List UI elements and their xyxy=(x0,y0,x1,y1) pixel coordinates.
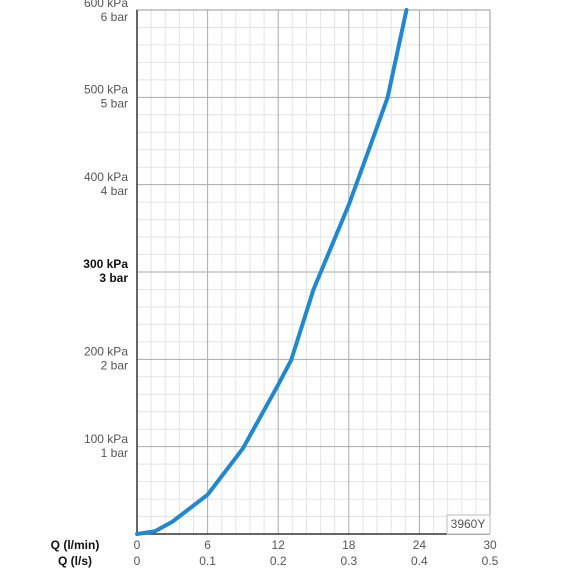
grid xyxy=(136,9,491,535)
y-tick-label: 100 kPa xyxy=(84,432,128,446)
x-tick-label: 24 xyxy=(413,538,427,552)
x-tick-label: 18 xyxy=(342,538,356,552)
x-tick-label: 6 xyxy=(204,538,211,552)
x2-tick-label: 0.2 xyxy=(270,554,287,568)
y-tick-label: 500 kPa xyxy=(84,83,128,97)
y-tick-label: 4 bar xyxy=(101,184,128,198)
x-tick-label: 0 xyxy=(134,538,141,552)
x2-tick-label: 0.4 xyxy=(411,554,428,568)
marks xyxy=(135,8,409,536)
y-tick-label: 300 kPa xyxy=(83,257,128,271)
x2-tick-label: 0.1 xyxy=(199,554,216,568)
curve xyxy=(135,8,409,536)
y-tick-label: 600 kPa xyxy=(84,0,128,10)
x-tick-label: 30 xyxy=(483,538,497,552)
y-tick-label: 2 bar xyxy=(101,359,128,373)
y-tick-label: 6 bar xyxy=(101,10,128,24)
annotation: 3960Y xyxy=(451,517,486,531)
x2-tick-label: 0 xyxy=(134,554,141,568)
y-tick-label: 5 bar xyxy=(101,97,128,111)
x2-axis-label: Q (l/s) xyxy=(58,554,92,568)
x2-tick-label: 0.3 xyxy=(340,554,357,568)
y-tick-label: 1 bar xyxy=(101,446,128,460)
x-tick-label: 12 xyxy=(272,538,286,552)
x-axis-label: Q (l/min) xyxy=(51,538,100,552)
x2-tick-label: 0.5 xyxy=(482,554,499,568)
y-tick-label: 400 kPa xyxy=(84,170,128,184)
labels: Q (l/min) Q (l/s) 0 6 12 18 24 30 0 0.1 0.2 0.3 0.… xyxy=(51,0,499,568)
annotation-box xyxy=(446,514,491,535)
y-tick-label: 3 bar xyxy=(99,271,128,285)
y-tick-label: 200 kPa xyxy=(84,345,128,359)
